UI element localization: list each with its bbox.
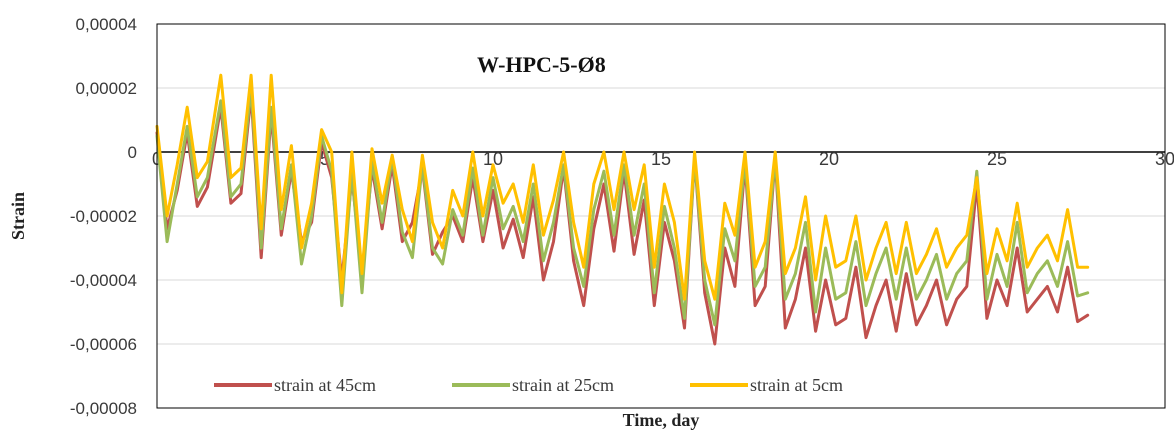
y-tick-label: 0 [128, 143, 137, 162]
legend: strain at 45cm strain at 25cm strain at … [214, 375, 843, 395]
y-tick-label: 0,00004 [76, 15, 137, 34]
chart-title: W-HPC-5-Ø8 [477, 52, 606, 77]
legend-label-5cm: strain at 5cm [750, 375, 843, 395]
series-line-5cm [155, 73, 1090, 301]
y-tick-label: -0,00006 [70, 335, 137, 354]
series-lines [155, 73, 1090, 346]
y-axis-title: Strain [8, 192, 28, 240]
plot-area-border [156, 23, 1166, 409]
x-tick-label: 20 [819, 149, 839, 169]
legend-label-45cm: strain at 45cm [274, 375, 376, 395]
x-tick-label: 15 [651, 149, 671, 169]
y-tick-label: -0,00008 [70, 399, 137, 418]
y-tick-label: 0,00002 [76, 79, 137, 98]
y-tick-label: -0,00002 [70, 207, 137, 226]
x-tick-label: 30 [1155, 149, 1174, 169]
x-tick-label: 10 [483, 149, 503, 169]
x-tick-label: 25 [987, 149, 1007, 169]
legend-label-25cm: strain at 25cm [512, 375, 614, 395]
x-axis-title: Time, day [623, 410, 700, 430]
y-tick-label: -0,00004 [70, 271, 137, 290]
